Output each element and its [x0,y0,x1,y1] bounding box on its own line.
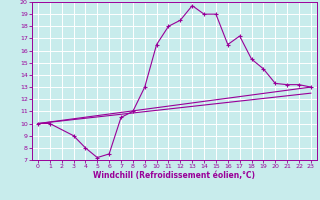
X-axis label: Windchill (Refroidissement éolien,°C): Windchill (Refroidissement éolien,°C) [93,171,255,180]
